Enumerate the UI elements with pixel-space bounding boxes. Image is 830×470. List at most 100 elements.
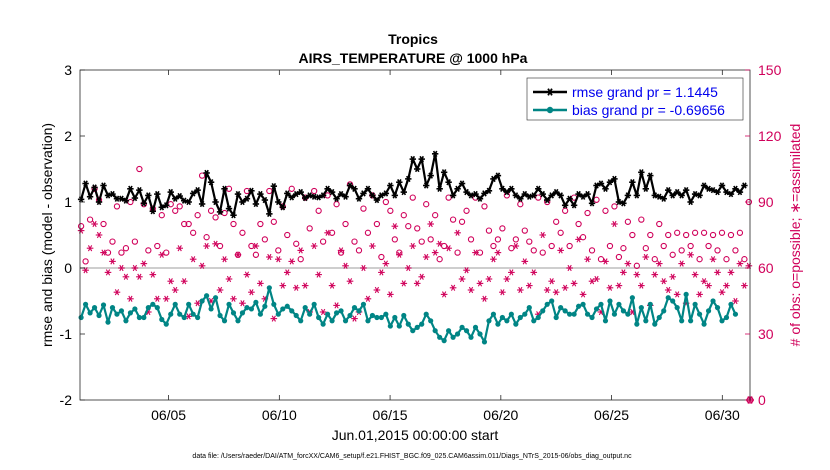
assimilated-obs-point [404,264,412,272]
possible-obs-point [257,220,264,228]
possible-obs-point [566,242,573,250]
rmse-point [378,192,385,199]
rmse-point [140,200,148,207]
assimilated-obs-point [687,251,694,258]
bias-point [396,323,402,329]
assimilated-obs-point [521,258,529,265]
bias-point [221,318,228,324]
rmse-point [535,185,542,192]
bias-point [643,318,649,324]
bias-point [208,306,214,312]
bias-point [486,318,492,324]
possible-obs-point [118,249,125,256]
bias-point [150,301,156,307]
possible-obs-point [526,238,533,245]
bias-point [437,334,443,340]
bias-point [392,314,398,321]
rmse-point [561,202,569,209]
x-tick-label: 06/15 [373,407,408,423]
possible-obs-point [481,203,488,210]
possible-obs-point [167,201,174,208]
assimilated-obs-point [409,242,417,250]
rmse-point [180,197,188,204]
rmse-point [499,185,506,192]
rmse-point [584,190,591,198]
possible-obs-point [656,220,663,228]
assimilated-obs-point [225,275,233,283]
assimilated-obs-point [570,280,578,287]
rmse-point [638,169,645,176]
bias-point [652,321,658,327]
rmse-point [234,190,242,198]
bias-point [316,314,322,321]
rmse-point [351,185,358,192]
bias-point [118,308,125,314]
assimilated-obs-point [337,247,345,254]
x-tick-label: 06/10 [262,407,297,423]
rmse-points [77,150,748,219]
bias-point [732,311,739,317]
possible-obs-point [512,236,519,243]
rmse-point [570,202,578,209]
assimilated-obs-point [611,220,618,228]
assimilated-obs-point [543,286,551,294]
rmse-point [454,185,461,192]
possible-obs-point [642,245,649,252]
rmse-point [696,192,703,199]
rmse-point [503,188,511,196]
bias-point [226,301,232,307]
assimilated-obs-point [669,273,676,280]
assimilated-obs-point [508,269,515,276]
possible-obs-point [127,198,134,206]
assimilated-obs-point [548,278,555,285]
assimilated-obs-point [517,286,524,294]
assimilated-obs-point [705,282,712,289]
rmse-point [727,190,735,198]
assimilated-obs-point [149,271,157,278]
possible-obs-point [136,165,143,173]
rmse-point [163,202,170,209]
rmse-point [136,186,143,194]
bias-point [674,305,680,311]
rmse-point [629,179,636,186]
bias-point [719,318,725,324]
possible-obs-point [557,229,564,236]
bias-point [203,293,210,299]
bias-point [293,312,299,319]
bias-point [333,310,340,316]
assimilated-obs-point [342,262,349,269]
possible-obs-point [620,245,627,252]
possible-obs-point [378,253,385,261]
bias-point [230,310,237,316]
possible-obs-point [517,201,524,208]
bias-point [410,328,416,334]
assimilated-obs-point [418,273,426,280]
bias-point [356,308,362,314]
possible-obs-point [588,247,596,254]
possible-obs-point [145,247,152,254]
bias-point [257,311,263,317]
bias-point [351,305,358,311]
bias-point [419,321,425,327]
bias-point [705,308,712,314]
bias-point [96,312,102,319]
assimilated-obs-point [463,267,470,274]
rmse-point [400,188,407,196]
bias-point [78,314,84,321]
bias-point [123,318,129,324]
possible-obs-point [669,251,676,258]
possible-obs-point [297,256,304,263]
bias-point [647,301,653,307]
rmse-point [333,195,340,202]
rmse-point [346,182,354,189]
bias-point [535,314,541,321]
possible-obs-point [436,256,443,263]
bias-point [602,318,609,324]
assimilated-obs-point [427,220,434,228]
assimilated-obs-point [283,269,291,276]
bias-point [495,321,501,327]
rmse-point [315,194,322,201]
assimilated-obs-point [162,295,170,302]
x-tick-label: 06/20 [483,407,518,423]
